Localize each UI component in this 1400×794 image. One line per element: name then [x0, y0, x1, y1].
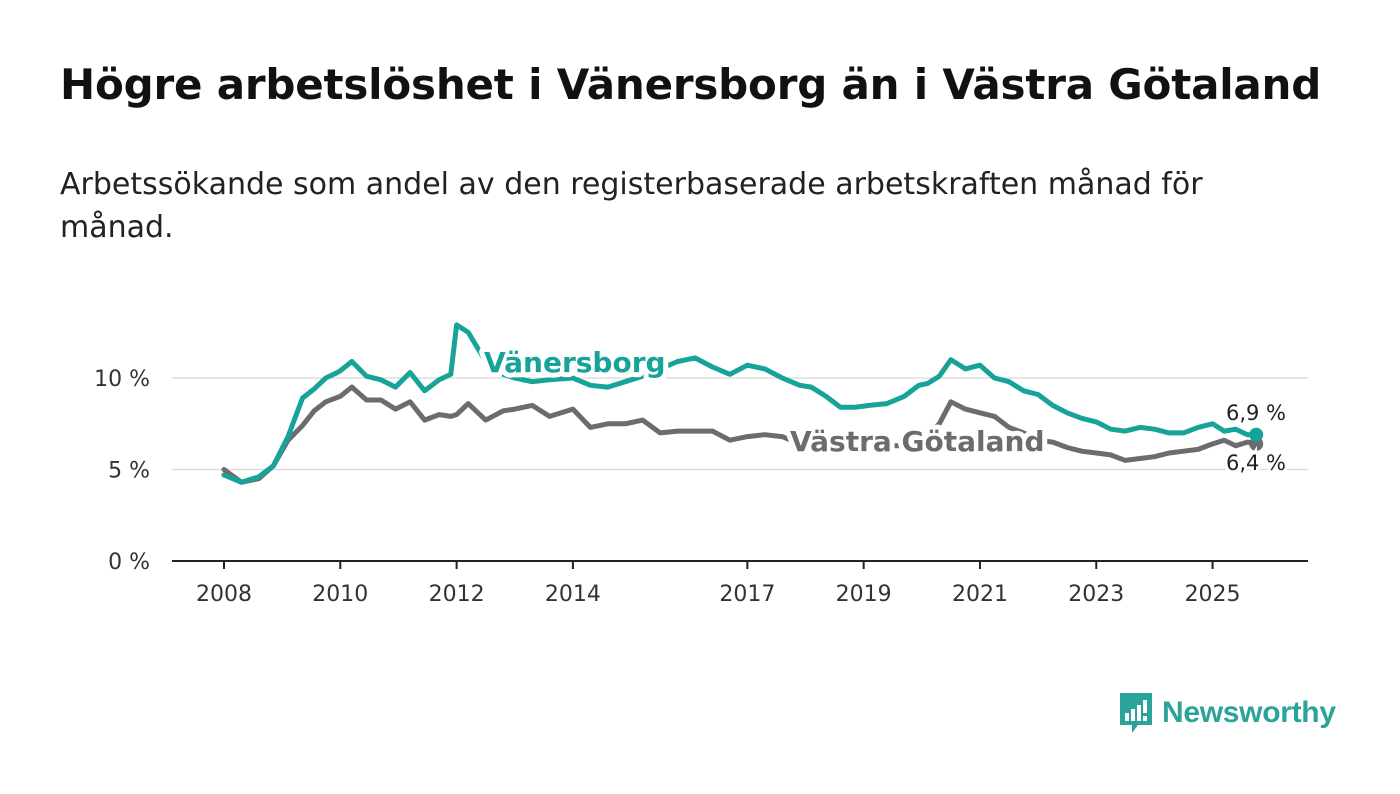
- x-tick-label: 2014: [545, 582, 601, 607]
- y-tick-label: 5 %: [108, 459, 150, 484]
- x-tick-label: 2017: [719, 582, 775, 607]
- chart-bubble-icon: [1120, 693, 1152, 733]
- chart-subtitle: Arbetssökande som andel av den registerb…: [60, 167, 1203, 245]
- brand-name: Newsworthy: [1162, 696, 1336, 729]
- x-tick-label: 2008: [196, 582, 252, 607]
- end-value-label-vastra-gotaland: 6,4 %: [1226, 451, 1286, 475]
- end-value-label-vanersborg: 6,9 %: [1226, 401, 1286, 425]
- y-tick-label: 0 %: [108, 550, 150, 575]
- series-labels: Vänersborg Västra Götaland 6,9 % 6,4 %: [479, 341, 1289, 478]
- newsworthy-logo[interactable]: Newsworthy: [1118, 690, 1336, 736]
- series-line-vanersborg: [221, 322, 1259, 485]
- series-lines: [221, 322, 1264, 485]
- x-axis: 2008 2010 2012 2014 2017 2019 2021 2023 2025: [196, 561, 1241, 607]
- y-tick-label: 10 %: [94, 367, 150, 392]
- series-end-point: [1249, 427, 1264, 442]
- y-axis: 0 % 5 % 10 %: [94, 367, 150, 575]
- x-tick-label: 2025: [1185, 582, 1241, 607]
- x-tick-label: 2019: [836, 582, 892, 607]
- x-tick-label: 2012: [429, 582, 485, 607]
- x-tick-label: 2021: [952, 582, 1008, 607]
- series-label-vanersborg: Vänersborg: [484, 346, 666, 379]
- x-tick-label: 2010: [312, 582, 368, 607]
- series-line-vastra-gotaland: [221, 384, 1259, 485]
- chart-title: Högre arbetslöshet i Vänersborg än i Väs…: [60, 60, 1322, 109]
- series-label-vastra-gotaland: Västra Götaland: [790, 425, 1045, 458]
- gridlines: [172, 377, 1308, 562]
- x-tick-label: 2023: [1068, 582, 1124, 607]
